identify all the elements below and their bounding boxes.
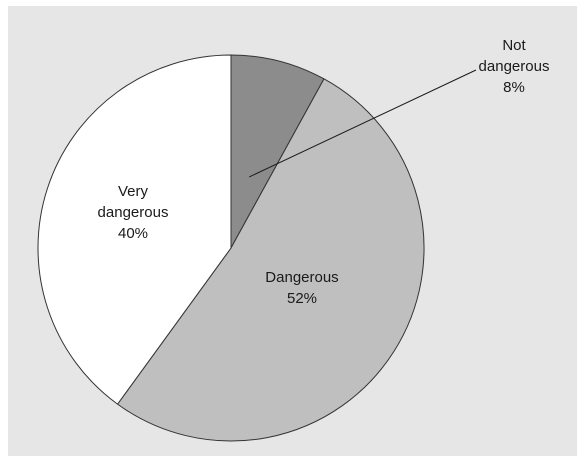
slice-name-label-0: dangerous: [479, 58, 550, 75]
slice-value-label-2: 40%: [118, 225, 148, 242]
slice-value-label-0: 8%: [503, 79, 525, 96]
pie-slice-1: [117, 78, 425, 442]
slice-name-label-0: Not: [502, 37, 526, 54]
slice-value-label-1: 52%: [287, 290, 317, 307]
pie-slice-0: [230, 54, 325, 249]
leader-line-0: [249, 69, 477, 178]
slice-name-label-1: Dangerous: [265, 269, 338, 286]
slice-name-label-2: dangerous: [98, 204, 169, 221]
slice-name-label-2: Very: [118, 183, 149, 200]
pie-slice-2: [37, 54, 232, 405]
